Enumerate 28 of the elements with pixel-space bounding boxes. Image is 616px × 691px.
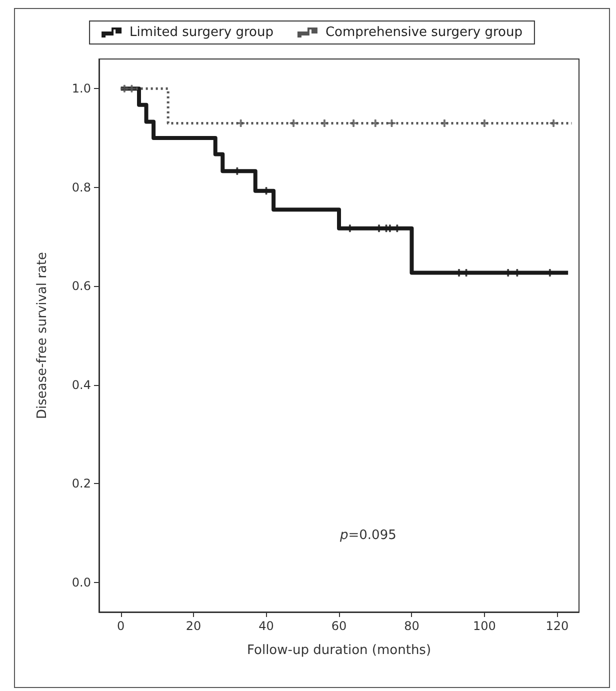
y-tick-label: 0.4 <box>72 378 91 392</box>
x-tick-label: 20 <box>186 619 202 633</box>
point <box>440 119 448 127</box>
y-tick-label: 0.8 <box>72 180 91 194</box>
x-tick-label: 40 <box>258 619 274 633</box>
y-axis-title: Disease-free survival rate <box>35 252 50 420</box>
point <box>128 84 136 92</box>
annotation: p=0.095 <box>339 528 396 543</box>
legend-label: Comprehensive surgery group <box>325 25 522 40</box>
x-tick-label: 60 <box>331 619 347 633</box>
x-tick-label: 0 <box>117 619 125 633</box>
x-tick-label: 120 <box>546 619 569 633</box>
legend-label: Limited surgery group <box>130 25 274 40</box>
x-axis-title: Follow-up duration (months) <box>246 643 432 658</box>
point <box>120 84 128 92</box>
y-tick-label: 0.0 <box>72 575 91 590</box>
y-tick-label: 0.2 <box>72 476 91 491</box>
point <box>290 119 298 127</box>
point <box>388 119 396 127</box>
y-tick-label: 0.6 <box>72 279 91 294</box>
point <box>350 119 358 127</box>
x-tick-label: 100 <box>473 619 496 633</box>
y-tick-label: 1.0 <box>72 82 91 96</box>
x-tick-label: 80 <box>404 619 420 633</box>
point <box>320 119 328 127</box>
point <box>480 119 488 127</box>
point <box>550 119 558 127</box>
point <box>237 119 245 127</box>
